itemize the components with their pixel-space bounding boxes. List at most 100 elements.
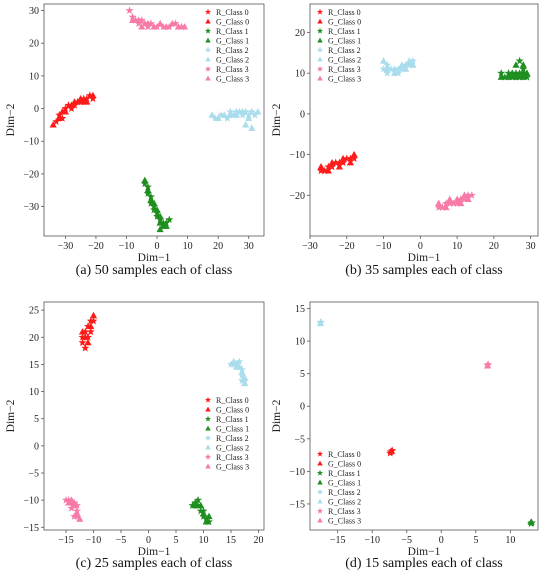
data-point	[238, 368, 246, 376]
data-point	[512, 61, 520, 68]
series-g-class-1	[497, 61, 531, 80]
data-point	[165, 22, 174, 31]
x-tick-label: −10	[86, 535, 102, 546]
legend-marker	[205, 56, 211, 62]
legend-marker	[205, 37, 211, 43]
legend-marker	[204, 27, 212, 34]
x-tick-label: −20	[339, 241, 355, 252]
legend-label: R_Class 2	[216, 46, 249, 55]
x-tick-label: 10	[505, 535, 515, 546]
y-tick-label: −15	[289, 499, 305, 510]
data-point	[81, 343, 90, 352]
data-point	[254, 108, 262, 115]
data-point	[140, 179, 149, 188]
series-g-class-3	[65, 496, 84, 522]
data-point	[208, 111, 216, 118]
data-point	[515, 56, 524, 65]
legend-marker	[204, 396, 212, 403]
data-point	[199, 509, 208, 517]
legend-label: R_Class 0	[216, 396, 249, 405]
legend-label: G_Class 1	[216, 425, 249, 434]
data-point	[76, 515, 84, 522]
y-tick-label: 10	[29, 387, 39, 398]
data-point	[320, 166, 329, 175]
data-point	[453, 195, 461, 203]
data-point	[449, 199, 458, 207]
x-tick-label: −15	[330, 535, 346, 546]
data-point	[434, 203, 443, 211]
legend-marker	[317, 75, 323, 81]
data-point	[77, 94, 85, 102]
data-point	[235, 357, 244, 366]
data-point	[235, 362, 244, 371]
data-point	[248, 124, 256, 131]
data-point	[324, 162, 333, 171]
data-point	[194, 501, 202, 509]
data-point	[383, 65, 391, 72]
x-tick-label: 20	[489, 241, 499, 252]
y-tick-label: −20	[289, 191, 305, 202]
data-point	[457, 199, 465, 207]
y-tick-label: 10	[295, 337, 305, 348]
legend-label: G_Class 1	[328, 37, 361, 46]
series-r-class-1	[188, 495, 213, 526]
data-point	[85, 91, 94, 99]
data-point	[81, 327, 90, 336]
y-tick-label: 0	[34, 441, 39, 452]
panel-caption: (a) 50 samples each of class	[76, 263, 233, 278]
legend-label: R_Class 3	[328, 65, 361, 74]
data-point	[232, 363, 241, 370]
legend: R_Class 0G_Class 0R_Class 1G_Class 1R_Cl…	[204, 8, 249, 84]
data-point	[150, 199, 158, 206]
data-point	[379, 64, 388, 73]
data-point	[402, 65, 410, 72]
legend-label: R_Class 3	[216, 65, 249, 74]
data-point	[239, 108, 247, 115]
data-point	[226, 111, 234, 118]
y-tick-label: 30	[29, 6, 39, 17]
legend-label: G_Class 3	[216, 463, 249, 472]
legend-marker	[317, 56, 323, 62]
y-tick-label: 10	[295, 69, 305, 80]
legend-label: G_Class 0	[328, 18, 361, 27]
legend-marker	[317, 479, 323, 485]
panel-d: −15 −10 −5 0 5 10 15 10 5 0 −5 −10 −15 Dim−1 Dim−2 R_Cl…	[271, 301, 539, 571]
legend-label: G_Class 0	[216, 406, 249, 415]
series-r-class-3	[434, 191, 476, 211]
legend-marker	[205, 75, 211, 81]
data-point	[73, 509, 81, 517]
y-tick-label: 5	[34, 414, 39, 425]
data-point	[144, 19, 152, 27]
data-point	[58, 114, 67, 122]
legend-label: G_Class 3	[328, 75, 361, 84]
data-point	[401, 60, 410, 69]
legend-label: R_Class 1	[328, 469, 361, 478]
series-g-class-2	[379, 57, 417, 76]
data-point	[504, 68, 513, 77]
data-point	[508, 69, 516, 76]
data-point	[397, 64, 406, 73]
data-point	[442, 203, 450, 211]
data-point	[408, 56, 417, 65]
data-point	[245, 114, 253, 122]
series-g-class-0	[387, 447, 396, 454]
data-point	[232, 111, 241, 118]
data-point	[324, 167, 332, 174]
data-point	[483, 362, 492, 369]
data-point	[150, 23, 158, 30]
x-tick-label: 0	[155, 241, 160, 252]
series-r-class-0	[317, 154, 359, 175]
legend-label: R_Class 3	[216, 453, 249, 462]
x-tick-label: 5	[473, 535, 478, 546]
y-tick-label: 25	[29, 306, 39, 317]
data-point	[390, 64, 399, 73]
data-point	[153, 212, 162, 220]
data-point	[241, 107, 250, 116]
y-tick-label: 5	[300, 369, 305, 380]
data-point	[387, 447, 396, 454]
legend-label: R_Class 1	[216, 27, 249, 36]
data-point	[229, 110, 238, 119]
data-point	[147, 196, 155, 203]
data-point	[497, 68, 506, 77]
x-tick-label: 10	[199, 535, 209, 546]
